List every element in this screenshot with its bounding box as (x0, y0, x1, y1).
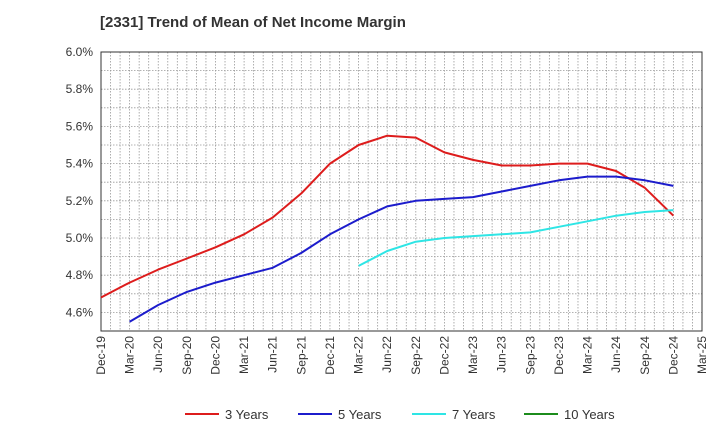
x-tick-label: Dec-21 (323, 336, 337, 375)
legend-label-7-years: 7 Years (452, 407, 496, 422)
x-tick-label: Dec-22 (437, 336, 451, 375)
y-tick-label: 5.6% (66, 119, 94, 133)
x-tick-label: Mar-20 (123, 336, 137, 374)
x-tick-label: Mar-22 (352, 336, 366, 374)
y-tick-label: 5.0% (66, 231, 94, 245)
series-line-7-years (358, 209, 674, 267)
series-line-3-years (100, 134, 675, 299)
y-tick-label: 5.2% (66, 194, 94, 208)
y-tick-label: 4.6% (66, 305, 94, 319)
x-tick-label: Mar-23 (466, 336, 480, 374)
x-tick-label: Sep-22 (409, 336, 423, 375)
x-tick-label: Mar-24 (581, 336, 595, 374)
x-tick-label: Sep-20 (180, 336, 194, 375)
series-line-5-years (129, 175, 674, 323)
x-tick-label: Jun-21 (266, 336, 280, 373)
x-tick-label: Sep-21 (294, 336, 308, 375)
x-tick-label: Dec-20 (208, 336, 222, 375)
x-tick-label: Dec-23 (552, 336, 566, 375)
x-tick-label: Mar-21 (237, 336, 251, 374)
y-tick-label: 5.4% (66, 157, 94, 171)
x-tick-label: Sep-23 (523, 336, 537, 375)
x-tick-label: Dec-24 (666, 336, 680, 375)
x-tick-label: Jun-24 (609, 336, 623, 373)
x-tick-label: Jun-20 (151, 336, 165, 373)
x-tick-label: Jun-23 (495, 336, 509, 373)
legend-label-5-years: 5 Years (338, 407, 382, 422)
y-tick-label: 4.8% (66, 268, 94, 282)
x-tick-label: Jun-22 (380, 336, 394, 373)
plot-area-frame (100, 51, 703, 332)
y-tick-label: 5.8% (66, 82, 94, 96)
x-tick-label: Mar-25 (695, 336, 709, 374)
legend-label-3-years: 3 Years (225, 407, 269, 422)
x-tick-label: Sep-24 (638, 336, 652, 375)
chart-title: [2331] Trend of Mean of Net Income Margi… (100, 14, 406, 31)
x-tick-label: Dec-19 (94, 336, 108, 375)
y-tick-label: 6.0% (66, 45, 94, 59)
legend-label-10-years: 10 Years (564, 407, 615, 422)
